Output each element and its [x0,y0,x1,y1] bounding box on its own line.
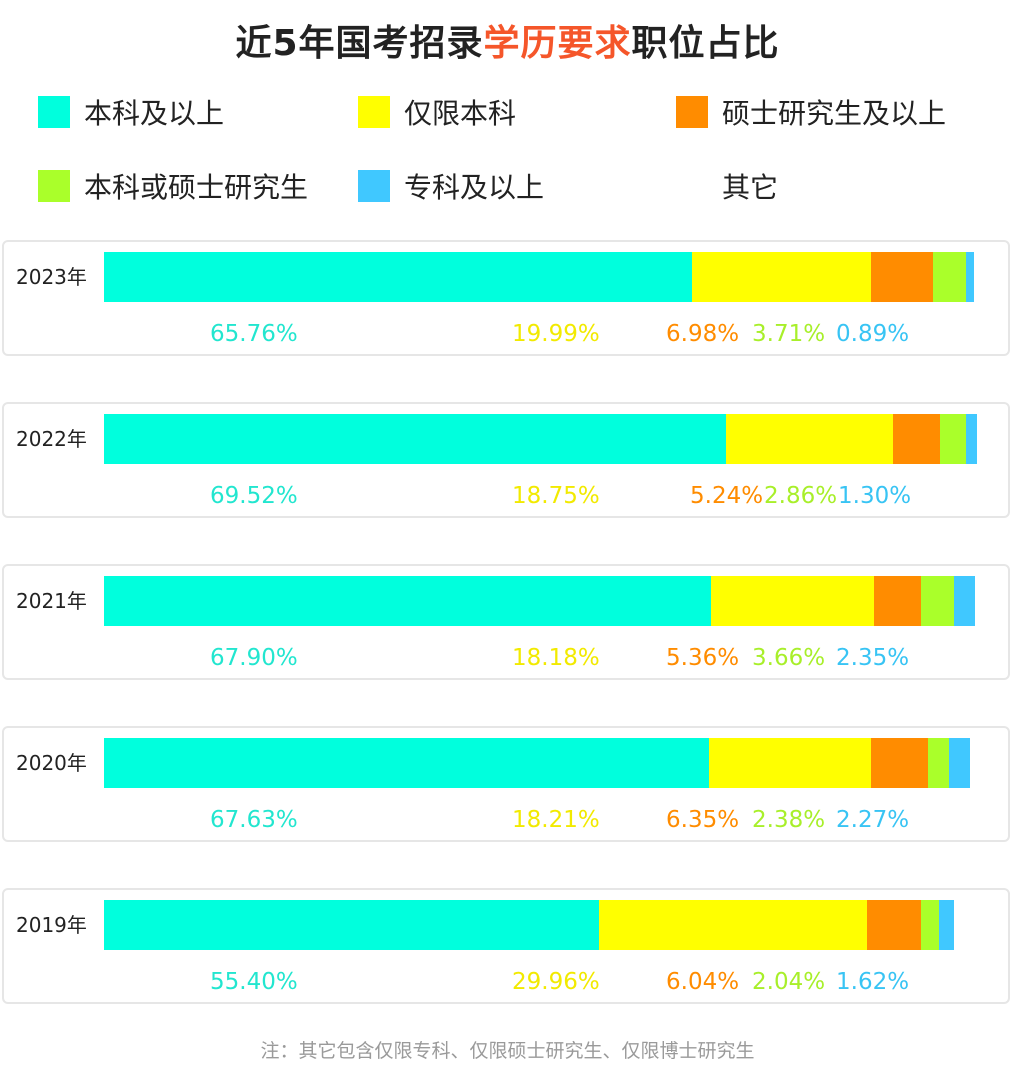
legend-item-bachelor-or-master: 本科或硕士研究生 [38,168,308,204]
year-panel [2,726,1010,842]
footnote: 注：其它包含仅限专科、仅限硕士研究生、仅限博士研究生 [260,1040,755,1062]
data-label: 67.90% [210,645,298,671]
legend-swatch [676,96,708,128]
legend-label: 专科及以上 [404,171,545,204]
bar-segment [965,414,978,464]
legend-item-master-above: 硕士研究生及以上 [676,94,946,130]
data-label: 18.21% [512,807,600,833]
bar-segment [921,576,955,626]
year-label: 2020年 [16,751,87,775]
legend-label: 其它 [722,171,779,204]
year-label: 2019年 [16,913,87,937]
legend-swatch [358,96,390,128]
bar-segment [921,900,940,950]
data-label: 6.04% [666,969,740,995]
data-label: 18.75% [512,483,600,509]
year-panel [2,402,1010,518]
legend-item-bachelor-only: 仅限本科 [358,94,516,130]
bar-segment [966,252,975,302]
year-panel [2,564,1010,680]
data-label: 2.04% [752,969,826,995]
stacked-bar [104,252,975,302]
bar-segment [867,900,922,950]
stacked-bar [104,900,954,950]
bar-segment [104,738,709,788]
data-label: 69.52% [210,483,298,509]
data-label: 6.98% [666,321,740,347]
legend-swatch [358,170,390,202]
data-label: 1.62% [836,969,910,995]
data-label: 18.18% [512,645,600,671]
legend-swatch [38,96,70,128]
data-label: 67.63% [210,807,298,833]
data-label: 5.36% [666,645,740,671]
year-panel [2,888,1010,1004]
data-label: 2.86% [764,483,838,509]
data-label: 3.71% [752,321,826,347]
bar-segment [949,738,970,788]
bar-segment [104,252,692,302]
bar-segment [893,414,940,464]
data-label: 55.40% [210,969,298,995]
bar-segment [599,900,868,950]
legend-label: 硕士研究生及以上 [722,97,947,130]
legend-swatch [38,170,70,202]
data-label: 6.35% [666,807,740,833]
bar-segment [928,738,950,788]
data-label: 2.35% [836,645,910,671]
legend-label: 本科或硕士研究生 [84,171,309,204]
year-label: 2021年 [16,589,87,613]
bar-segment [104,900,600,950]
legend-item-college-above: 专科及以上 [358,168,544,204]
data-label: 2.38% [752,807,826,833]
year-label: 2022年 [16,427,87,451]
bar-segment [939,414,966,464]
data-label: 65.76% [210,321,298,347]
title-part1: 近5年国考招录 [235,23,484,64]
legend-label: 仅限本科 [404,97,517,130]
bar-segment [870,252,933,302]
legend-item-other: 其它 [676,168,778,204]
legend-item-bachelor-above: 本科及以上 [38,94,224,130]
bar-segment [708,738,872,788]
chart-title: 近5年国考招录学历要求职位占比 [0,14,1015,66]
legend-label: 本科及以上 [84,97,225,130]
bar-segment [725,414,894,464]
bar-segment [932,252,967,302]
bar-segment [711,576,874,626]
bar-segment [691,252,871,302]
title-part2: 职位占比 [631,23,780,64]
data-label: 0.89% [836,321,910,347]
legend-swatch [676,170,708,202]
bar-segment [873,576,922,626]
bar-segment [104,414,726,464]
data-label: 1.30% [838,483,912,509]
bar-segment [871,738,929,788]
data-label: 19.99% [512,321,600,347]
stacked-bar [104,414,978,464]
data-label: 29.96% [512,969,600,995]
bar-segment [939,900,954,950]
stacked-bar [104,576,976,626]
title-highlight: 学历要求 [483,23,632,64]
bar-segment [104,576,712,626]
data-label: 2.27% [836,807,910,833]
bar-segment [954,576,976,626]
year-label: 2023年 [16,265,87,289]
stacked-bar [104,738,970,788]
data-label: 3.66% [752,645,826,671]
data-label: 5.24% [690,483,764,509]
year-panel [2,240,1010,356]
